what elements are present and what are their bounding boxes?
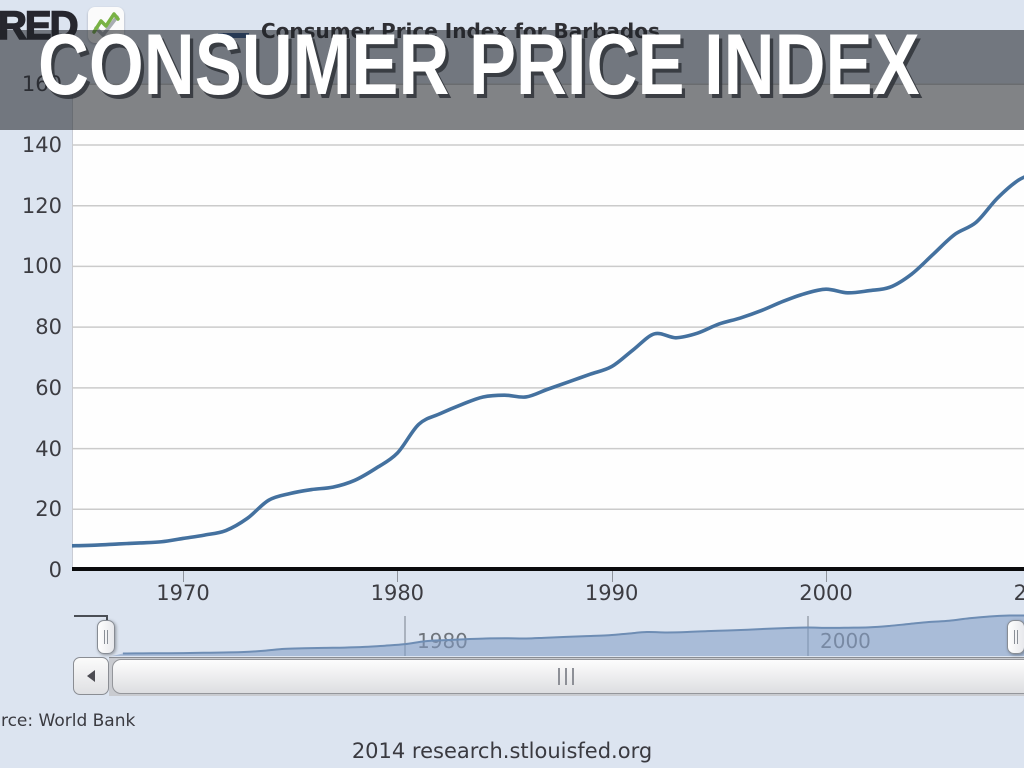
range-handle-left[interactable] [97, 620, 115, 654]
scrollbar-grip-icon[interactable] [558, 668, 574, 685]
scrollbar-thumb[interactable] [112, 659, 1024, 694]
x-tick-mark [183, 571, 184, 582]
x-tick-label: 1980 [370, 581, 425, 605]
slide-title: CONSUMER PRICE INDEX [38, 17, 920, 113]
y-tick-label: 60 [35, 375, 62, 400]
y-tick-label: 140 [21, 133, 62, 157]
x-tick-label: 2010 [1013, 581, 1024, 605]
scrollbar-left-button[interactable] [73, 657, 109, 695]
y-tick-label: 0 [48, 558, 62, 582]
y-tick-label: 20 [35, 497, 62, 522]
x-tick-label: 1970 [156, 581, 210, 605]
y-tick-label: 100 [21, 254, 62, 279]
x-tick-mark [825, 571, 827, 582]
left-arrow-icon [87, 670, 95, 682]
credit-line: 2014 research.stlouisfed.org [351, 739, 653, 763]
y-tick-label: 80 [35, 315, 62, 340]
x-tick-mark [397, 571, 399, 582]
range-selector-chart[interactable] [110, 614, 1024, 656]
x-tick-label: 2000 [799, 581, 853, 605]
x-axis-line [72, 567, 1024, 571]
x-tick-mark [611, 571, 613, 582]
x-tick-label: 1990 [584, 581, 639, 605]
y-tick-label: 120 [21, 193, 62, 218]
cpi-line-chart [72, 83, 1024, 548]
range-handle-right[interactable] [1007, 620, 1024, 654]
title-overlay-band [0, 30, 1024, 130]
range-left-bracket [74, 615, 108, 624]
y-tick-label: 40 [35, 436, 62, 461]
source-note: Source: World Bank [0, 711, 136, 731]
